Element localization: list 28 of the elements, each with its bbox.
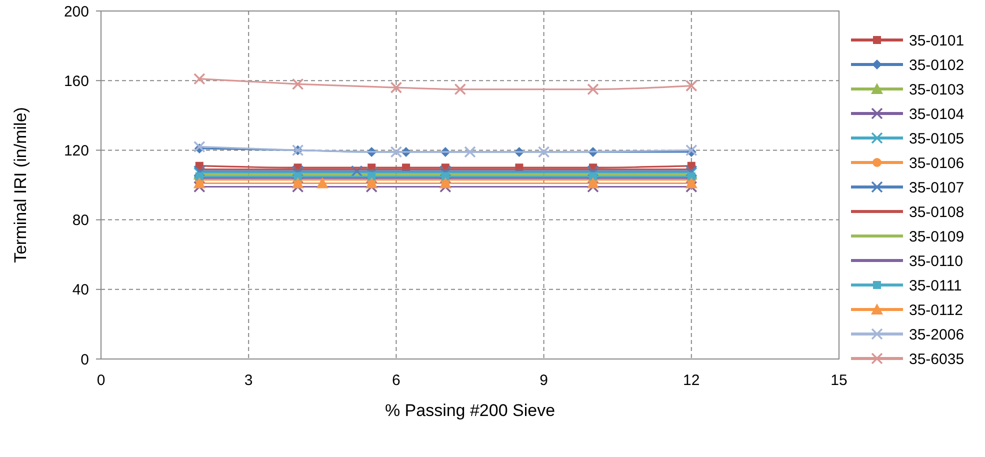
- y-tick-label: 160: [64, 72, 89, 90]
- y-tick-label: 0: [80, 351, 89, 368]
- legend-label: 35-2006: [909, 326, 964, 344]
- legend-label: 35-0107: [909, 179, 964, 196]
- legend-label: 35-0110: [909, 252, 963, 270]
- legend-label: 35-0103: [909, 81, 964, 98]
- legend-label: 35-0102: [909, 56, 964, 74]
- legend-label: 35-0108: [909, 204, 964, 221]
- y-axis-title: Terminal IRI (in/mile): [11, 107, 30, 263]
- legend-label: 35-0111: [909, 277, 962, 294]
- x-tick-label: 6: [392, 372, 400, 389]
- y-tick-label: 80: [72, 212, 89, 230]
- legend-label: 35-6035: [909, 350, 964, 368]
- x-axis-title: % Passing #200 Sieve: [384, 401, 556, 420]
- legend-label: 35-0112: [909, 302, 963, 319]
- y-tick-label: 200: [64, 3, 89, 20]
- legend-label: 35-0109: [909, 228, 964, 246]
- legend-label: 35-0104: [909, 106, 964, 123]
- x-tick-label: 9: [540, 372, 548, 389]
- x-tick-label: 12: [683, 372, 700, 389]
- legend-label: 35-0106: [909, 154, 964, 172]
- legend-label: 35-0101: [909, 32, 964, 50]
- x-tick-label: 0: [96, 372, 106, 389]
- x-tick-label: 15: [830, 372, 848, 389]
- x-tick-label: 3: [244, 372, 253, 389]
- y-tick-label: 120: [64, 142, 89, 160]
- legend-label: 35-0105: [909, 130, 964, 148]
- y-tick-label: 40: [72, 282, 89, 299]
